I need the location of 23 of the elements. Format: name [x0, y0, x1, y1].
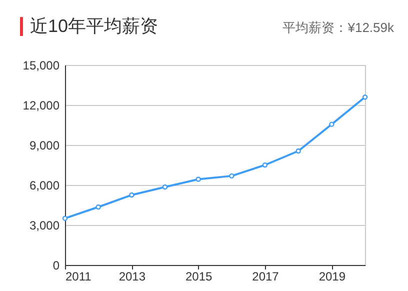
x-tick-label: 2015 — [185, 270, 213, 284]
point — [129, 192, 134, 198]
y-tick-label: 12,000 — [22, 98, 60, 112]
x-tick-label: 2019 — [318, 270, 346, 284]
point — [296, 148, 301, 154]
y-tick-label: 9,000 — [29, 138, 60, 152]
point — [162, 184, 168, 190]
point — [96, 204, 101, 210]
point — [62, 216, 68, 221]
y-tick-label: 0 — [52, 258, 60, 272]
x-tick-label: 2011 — [66, 270, 92, 284]
y-tick-label: 6,000 — [29, 178, 60, 192]
x-tick-label: 2017 — [252, 270, 280, 284]
chart-title: 近10年平均薪资 — [30, 15, 158, 38]
y-tick-label: 3,000 — [29, 218, 60, 232]
chart-subtitle: 平均薪资：¥12.59k — [282, 19, 394, 37]
point — [262, 162, 268, 168]
x-tick-label: 2013 — [118, 270, 146, 284]
point — [196, 176, 201, 182]
y-tick-label: 15,000 — [22, 58, 60, 72]
point — [362, 94, 368, 100]
point — [229, 173, 234, 179]
point — [329, 122, 334, 127]
